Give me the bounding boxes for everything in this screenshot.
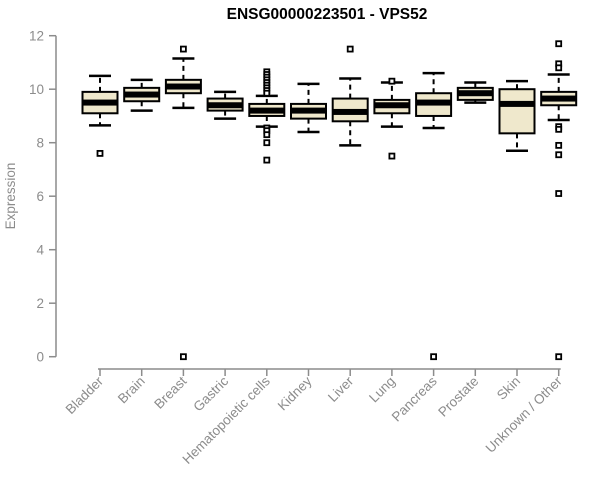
- x-tick-label: Skin: [494, 374, 523, 403]
- median-line: [416, 99, 452, 106]
- outlier-point: [388, 77, 396, 85]
- box-group-gastric: [206, 90, 244, 120]
- box-group-kidney: [290, 82, 327, 134]
- x-tick-label: Pancreas: [389, 373, 440, 424]
- x-tick-label: Unknown / Other: [483, 373, 566, 456]
- iqr-box: [498, 88, 536, 135]
- median-line: [207, 102, 243, 109]
- outlier-point: [263, 156, 271, 164]
- box-group-unknown-other: [540, 40, 578, 361]
- box-group-lung: [373, 77, 411, 160]
- outlier-point: [179, 45, 187, 53]
- outlier-point: [555, 353, 563, 361]
- outlier-point: [555, 141, 563, 149]
- median-line: [332, 108, 368, 115]
- x-tick-label: Breast: [151, 373, 189, 411]
- y-tick-label: 8: [36, 135, 44, 150]
- median-line: [82, 99, 118, 106]
- box-group-liver: [331, 45, 369, 147]
- y-tick-label: 4: [36, 242, 44, 257]
- y-tick-label: 10: [29, 82, 44, 97]
- outlier-point: [96, 149, 104, 157]
- outlier-point: [179, 353, 187, 361]
- median-line: [457, 90, 493, 97]
- median-line: [541, 95, 577, 102]
- outlier-point: [555, 40, 563, 48]
- x-tick-label: Bladder: [63, 373, 107, 417]
- x-tick-label: Liver: [325, 373, 357, 405]
- y-axis-title: Expression: [3, 163, 18, 230]
- median-line: [499, 100, 535, 107]
- outlier-point: [555, 64, 563, 72]
- median-line: [165, 83, 201, 90]
- x-tick-label: Prostate: [435, 374, 481, 420]
- outlier-point: [555, 125, 563, 133]
- outlier-point: [346, 45, 354, 53]
- box-group-skin: [498, 79, 536, 152]
- box-group-prostate: [456, 81, 494, 104]
- median-line: [249, 107, 285, 114]
- outlier-point: [263, 131, 271, 139]
- box-group-bladder: [81, 74, 119, 157]
- outlier-point: [263, 139, 271, 147]
- box-group-brain: [123, 78, 161, 112]
- x-tick-label: Kidney: [275, 373, 315, 413]
- x-tick-label: Brain: [115, 374, 148, 407]
- outlier-point: [555, 151, 563, 159]
- box-group-pancreas: [415, 71, 453, 361]
- x-tick-label: Lung: [366, 374, 398, 406]
- outlier-point: [263, 89, 271, 97]
- median-line: [374, 102, 410, 109]
- y-tick-label: 12: [29, 28, 44, 43]
- box-group-breast: [164, 45, 202, 361]
- outlier-point: [430, 353, 438, 361]
- y-tick-label: 2: [36, 296, 44, 311]
- outlier-point: [388, 152, 396, 160]
- chart-title: ENSG00000223501 - VPS52: [227, 6, 428, 23]
- outlier-point: [555, 190, 563, 197]
- median-line: [291, 107, 326, 114]
- y-tick-label: 6: [36, 189, 44, 204]
- y-tick-label: 0: [36, 349, 44, 364]
- median-line: [124, 91, 160, 98]
- box-group-hematopoietic-cells: [248, 68, 286, 164]
- x-tick-label: Gastric: [190, 373, 231, 414]
